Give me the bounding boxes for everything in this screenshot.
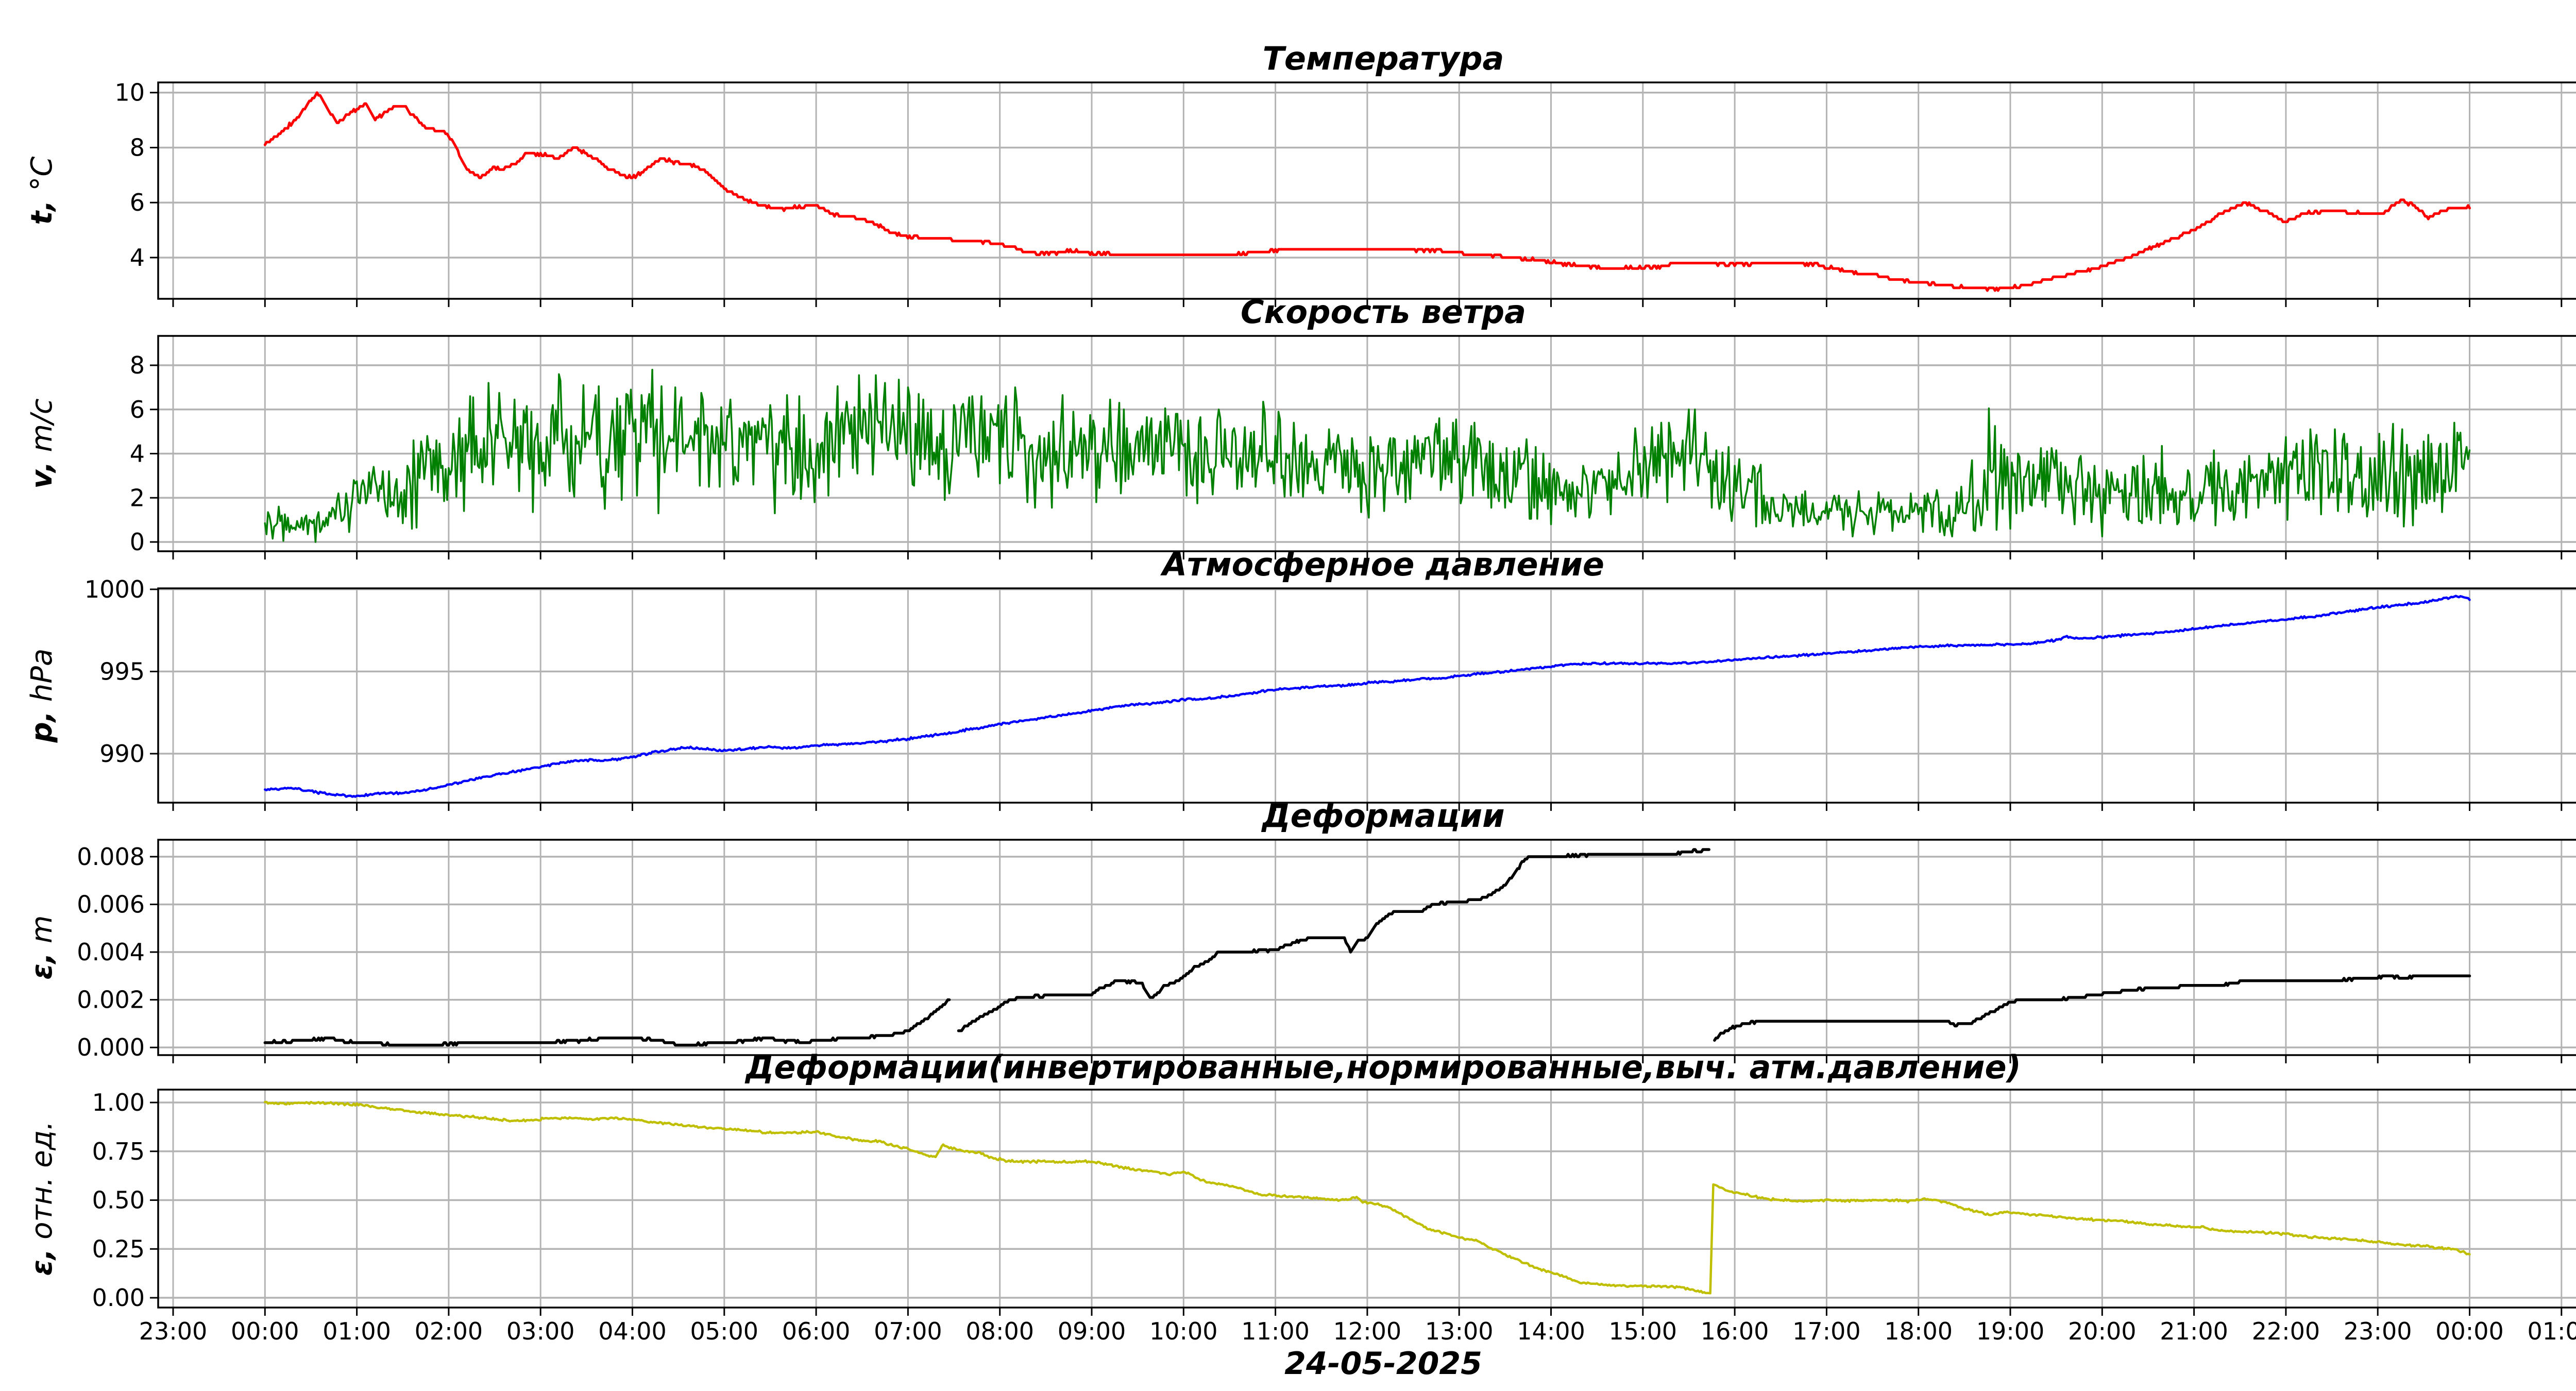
series-temperature bbox=[263, 91, 2471, 292]
plot-border bbox=[157, 1089, 2576, 1309]
series-deformation bbox=[957, 848, 1710, 1032]
y-tick-label: 4 bbox=[130, 440, 145, 468]
plot-border bbox=[157, 81, 2576, 300]
x-tick-label: 04:00 bbox=[598, 1317, 667, 1345]
x-tick-label: 01:00 bbox=[2528, 1317, 2576, 1345]
x-tick-label: 01:00 bbox=[323, 1317, 391, 1345]
y-tick-label: 0.25 bbox=[92, 1235, 145, 1263]
x-tick-label: 17:00 bbox=[1792, 1317, 1861, 1345]
x-tick-label: 19:00 bbox=[1976, 1317, 2045, 1345]
subplot-deformation-normalized: 0.00 0.25 0.50 0.75 1.00 23:00 00:00 01:00 02:00… bbox=[92, 1089, 2576, 1345]
chart-title-deformation: Деформации bbox=[1262, 797, 1505, 835]
y-tick-label: 1000 bbox=[84, 575, 145, 603]
plot-border bbox=[157, 587, 2576, 804]
y-tick-label: 995 bbox=[99, 657, 145, 685]
chart-title-wind-speed: Скорость ветра bbox=[1240, 293, 1527, 331]
y-label-symbol: p, bbox=[25, 711, 59, 743]
plot-border bbox=[157, 335, 2576, 552]
y-tick-label: 0.006 bbox=[77, 890, 145, 918]
x-tick-label: 23:00 bbox=[139, 1317, 208, 1345]
y-tick-label: 990 bbox=[99, 740, 145, 768]
subplot-wind-speed: 0 2 4 6 8 bbox=[130, 335, 2576, 559]
x-tick-label: 20:00 bbox=[2068, 1317, 2137, 1345]
y-label-symbol: ε, bbox=[25, 1248, 59, 1276]
y-tick-label: 0.002 bbox=[77, 986, 145, 1014]
y-tick-label: 4 bbox=[130, 244, 145, 272]
series-wind-speed bbox=[264, 368, 2471, 543]
x-tick-label: 13:00 bbox=[1425, 1317, 1494, 1345]
series-deformation bbox=[1713, 974, 2471, 1042]
x-tick-label: 08:00 bbox=[965, 1317, 1034, 1345]
x-tick-label: 09:00 bbox=[1058, 1317, 1126, 1345]
x-tick-label: 23:00 bbox=[2344, 1317, 2412, 1345]
y-tick-label: 0.75 bbox=[92, 1138, 145, 1165]
y-tick-label: 6 bbox=[130, 396, 145, 423]
x-tick-label: 05:00 bbox=[690, 1317, 759, 1345]
chart-title-deformation-normalized: Деформации(инвертированные,нормированные… bbox=[745, 1048, 2021, 1086]
x-tick-label: 21:00 bbox=[2160, 1317, 2228, 1345]
x-tick-label: 12:00 bbox=[1333, 1317, 1402, 1345]
x-tick-label: 06:00 bbox=[782, 1317, 851, 1345]
y-tick-label: 10 bbox=[114, 79, 145, 107]
y-tick-label: 0.50 bbox=[92, 1186, 145, 1214]
series-deformation-normalized bbox=[264, 1100, 2471, 1295]
x-tick-label: 11:00 bbox=[1241, 1317, 1310, 1345]
y-tick-label: 0.004 bbox=[77, 938, 145, 966]
x-tick-label: 16:00 bbox=[1701, 1317, 1769, 1345]
y-label-unit: hPa bbox=[25, 648, 59, 702]
y-tick-label: 0 bbox=[130, 528, 145, 556]
y-axis-label-deformation-normalized: ε, отн. ед. bbox=[24, 1018, 60, 1379]
x-tick-label: 14:00 bbox=[1517, 1317, 1585, 1345]
y-label-unit: °C bbox=[25, 156, 59, 191]
x-tick-label: 00:00 bbox=[231, 1317, 299, 1345]
series-deformation bbox=[263, 998, 951, 1047]
y-label-unit: m bbox=[25, 915, 59, 944]
date-label: 24-05-2025 bbox=[1284, 1346, 1482, 1382]
subplot-deformation: 0.000 0.002 0.004 0.006 0.008 bbox=[77, 839, 2576, 1063]
y-label-symbol: v, bbox=[25, 461, 59, 489]
y-label-unit: m/c bbox=[25, 398, 59, 452]
y-tick-label: 0.008 bbox=[77, 843, 145, 871]
x-tick-label: 22:00 bbox=[2252, 1317, 2320, 1345]
x-tick-label: 02:00 bbox=[415, 1317, 483, 1345]
x-tick-label: 03:00 bbox=[506, 1317, 575, 1345]
subplot-temperature: 4 6 8 10 bbox=[114, 79, 2576, 307]
y-tick-label: 0.00 bbox=[92, 1284, 145, 1312]
chart-title-pressure: Атмосферное давление bbox=[1162, 546, 1604, 583]
y-label-symbol: t, bbox=[25, 200, 59, 225]
y-tick-label: 6 bbox=[130, 189, 145, 216]
x-tick-label: 07:00 bbox=[874, 1317, 942, 1345]
y-tick-label: 8 bbox=[130, 133, 145, 161]
y-tick-label: 0.000 bbox=[77, 1033, 145, 1061]
series-pressure bbox=[264, 595, 2471, 798]
y-label-symbol: ε, bbox=[25, 952, 59, 980]
chart-title-temperature: Температура bbox=[1262, 40, 1504, 77]
y-tick-label: 8 bbox=[130, 351, 145, 379]
x-tick-label: 00:00 bbox=[2435, 1317, 2504, 1345]
plot-border bbox=[157, 839, 2576, 1056]
y-tick-label: 1.00 bbox=[92, 1089, 145, 1116]
y-label-unit: отн. ед. bbox=[25, 1121, 59, 1240]
y-tick-label: 2 bbox=[130, 484, 145, 512]
subplot-pressure: 990 995 1000 bbox=[84, 575, 2576, 811]
x-tick-label: 18:00 bbox=[1884, 1317, 1953, 1345]
x-tick-label: 15:00 bbox=[1609, 1317, 1677, 1345]
x-tick-label: 10:00 bbox=[1149, 1317, 1218, 1345]
